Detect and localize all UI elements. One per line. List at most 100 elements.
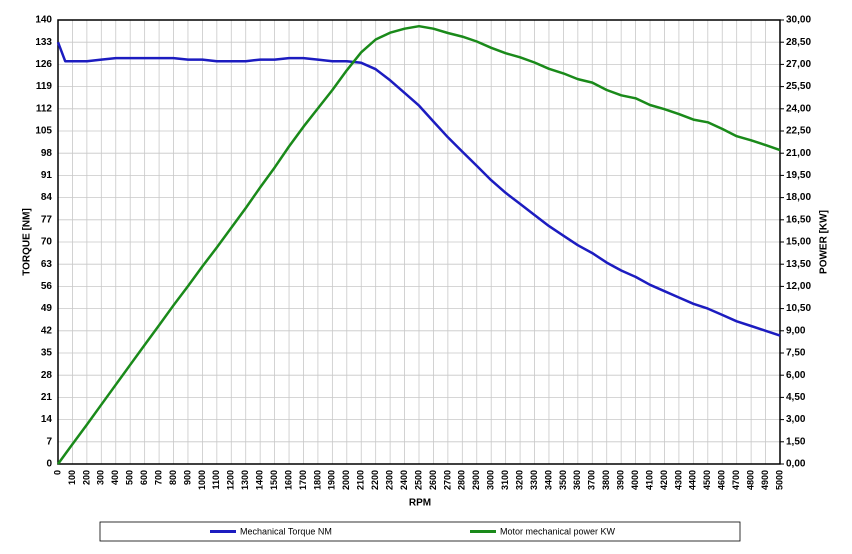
x-tick-label: 800 — [168, 470, 178, 485]
y-tick-label: 63 — [41, 259, 53, 270]
x-tick-label: 3200 — [514, 470, 524, 490]
y2-tick-label: 25,50 — [786, 81, 811, 92]
y2-tick-label: 24,00 — [786, 103, 811, 114]
x-tick-label: 2800 — [457, 470, 467, 490]
x-tick-label: 3900 — [616, 470, 626, 490]
x-tick-label: 200 — [81, 470, 91, 485]
y2-tick-label: 4,50 — [786, 392, 806, 403]
x-tick-label: 1000 — [197, 470, 207, 490]
legend-label: Motor mechanical power KW — [500, 526, 616, 536]
x-tick-label: 4300 — [673, 470, 683, 490]
y-tick-label: 70 — [41, 237, 53, 248]
y-tick-label: 21 — [41, 392, 53, 403]
x-tick-label: 1100 — [211, 470, 221, 490]
x-tick-label: 900 — [182, 470, 192, 485]
y2-tick-label: 19,50 — [786, 170, 811, 181]
y-tick-label: 126 — [35, 59, 52, 70]
x-tick-label: 600 — [139, 470, 149, 485]
y-tick-label: 140 — [35, 15, 52, 26]
y-tick-label: 35 — [41, 348, 53, 359]
y-tick-label: 0 — [46, 459, 52, 470]
x-tick-label: 3600 — [572, 470, 582, 490]
y-tick-label: 49 — [41, 303, 53, 314]
x-tick-label: 3400 — [543, 470, 553, 490]
x-tick-label: 3000 — [486, 470, 496, 490]
legend-label: Mechanical Torque NM — [240, 526, 332, 536]
x-tick-label: 1200 — [226, 470, 236, 490]
x-tick-label: 1600 — [283, 470, 293, 490]
y2-tick-label: 22,50 — [786, 126, 811, 137]
y-tick-label: 84 — [41, 192, 53, 203]
y2-tick-label: 21,00 — [786, 148, 811, 159]
x-tick-label: 3800 — [601, 470, 611, 490]
x-tick-label: 2700 — [442, 470, 452, 490]
y-tick-label: 7 — [46, 436, 52, 447]
x-tick-label: 2900 — [471, 470, 481, 490]
y-axis-label: TORQUE [NM] — [22, 208, 33, 276]
y-tick-label: 119 — [36, 81, 53, 92]
y2-tick-label: 1,50 — [786, 436, 806, 447]
y2-tick-label: 3,00 — [786, 414, 806, 425]
y2-tick-label: 16,50 — [786, 214, 811, 225]
y-tick-label: 133 — [35, 37, 52, 48]
y2-tick-label: 9,00 — [786, 325, 806, 336]
x-tick-label: 2300 — [384, 470, 394, 490]
x-tick-label: 2100 — [356, 470, 366, 490]
x-tick-label: 4000 — [630, 470, 640, 490]
y-tick-label: 14 — [41, 414, 53, 425]
y2-tick-label: 28,50 — [786, 37, 811, 48]
x-tick-label: 100 — [67, 470, 77, 485]
y2-tick-label: 15,00 — [786, 237, 811, 248]
plot-frame — [57, 19, 781, 465]
x-tick-label: 700 — [153, 470, 163, 485]
x-tick-label: 4700 — [731, 470, 741, 490]
x-tick-label: 2500 — [413, 470, 423, 490]
x-tick-label: 300 — [96, 470, 106, 485]
y-tick-label: 112 — [36, 103, 53, 114]
y-tick-label: 28 — [41, 370, 53, 381]
y2-axis-label: POWER [KW] — [819, 210, 830, 274]
x-tick-label: 0 — [52, 470, 62, 475]
x-tick-label: 3100 — [500, 470, 510, 490]
y2-tick-label: 30,00 — [786, 15, 811, 26]
x-tick-label: 1800 — [312, 470, 322, 490]
line-series — [56, 24, 781, 465]
x-tick-label: 4800 — [745, 470, 755, 490]
x-tick-label: 2400 — [399, 470, 409, 490]
legend-box — [99, 521, 741, 542]
x-tick-label: 2200 — [370, 470, 380, 490]
y2-tick-label: 7,50 — [786, 348, 806, 359]
y2-tick-label: 10,50 — [786, 303, 811, 314]
x-tick-label: 500 — [125, 470, 135, 485]
y-tick-label: 42 — [41, 325, 53, 336]
x-tick-label: 2000 — [341, 470, 351, 490]
x-tick-label: 3500 — [558, 470, 568, 490]
y2-tick-label: 18,00 — [786, 192, 811, 203]
x-tick-label: 5000 — [774, 470, 784, 490]
x-axis-label: RPM — [409, 498, 431, 509]
x-tick-label: 4200 — [659, 470, 669, 490]
x-tick-label: 2600 — [428, 470, 438, 490]
y-tick-label: 56 — [41, 281, 53, 292]
x-tick-label: 4100 — [644, 470, 654, 490]
y2-tick-label: 13,50 — [786, 259, 811, 270]
x-tick-label: 1400 — [255, 470, 265, 490]
x-tick-label: 3700 — [587, 470, 597, 490]
x-tick-label: 1700 — [298, 470, 308, 490]
x-tick-label: 1500 — [269, 470, 279, 490]
y-tick-label: 98 — [41, 148, 53, 159]
x-tick-label: 4600 — [717, 470, 727, 490]
y2-tick-label: 0,00 — [786, 459, 806, 470]
line-series — [56, 41, 781, 337]
x-tick-label: 4900 — [760, 470, 770, 490]
x-tick-label: 4400 — [688, 470, 698, 490]
y-tick-label: 105 — [35, 126, 52, 137]
x-tick-label: 1300 — [240, 470, 250, 490]
x-tick-label: 400 — [110, 470, 120, 485]
x-tick-label: 4500 — [702, 470, 712, 490]
y2-tick-label: 27,00 — [786, 59, 811, 70]
x-tick-label: 3300 — [529, 470, 539, 490]
y-tick-label: 91 — [41, 170, 53, 181]
